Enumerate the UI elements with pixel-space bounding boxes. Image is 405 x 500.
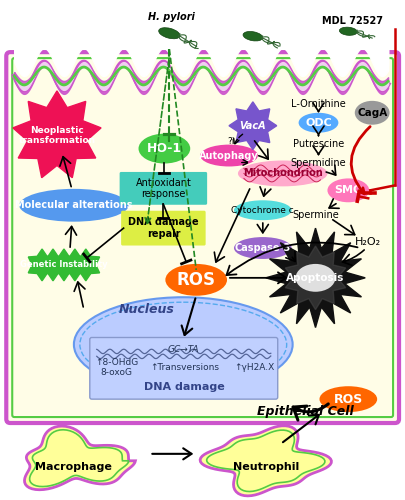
- FancyBboxPatch shape: [119, 172, 207, 205]
- Text: Spermidine: Spermidine: [291, 158, 346, 168]
- Text: GC→TA: GC→TA: [168, 345, 199, 354]
- Text: Autophagy: Autophagy: [199, 150, 259, 160]
- Text: DNA damage: DNA damage: [144, 382, 225, 392]
- Text: Mitochondrion: Mitochondrion: [243, 168, 322, 178]
- FancyBboxPatch shape: [6, 52, 399, 423]
- Polygon shape: [229, 102, 277, 150]
- Polygon shape: [28, 249, 56, 281]
- Text: ↑8-OHdG
8-oxoG: ↑8-OHdG 8-oxoG: [95, 358, 138, 377]
- Text: Neoplastic
transformation: Neoplastic transformation: [18, 126, 96, 146]
- Text: ↑Transversions: ↑Transversions: [150, 363, 219, 372]
- Text: Epithelial Cell: Epithelial Cell: [257, 404, 354, 417]
- Ellipse shape: [74, 297, 293, 392]
- Ellipse shape: [234, 200, 292, 220]
- Text: Cytochrome c: Cytochrome c: [231, 206, 294, 214]
- Ellipse shape: [238, 160, 327, 186]
- Polygon shape: [39, 249, 67, 281]
- Ellipse shape: [234, 237, 292, 259]
- FancyBboxPatch shape: [121, 210, 206, 246]
- Text: MDL 72527: MDL 72527: [322, 16, 383, 26]
- Ellipse shape: [339, 27, 357, 36]
- Text: HO-1: HO-1: [147, 142, 182, 155]
- Ellipse shape: [298, 113, 339, 132]
- Polygon shape: [285, 246, 346, 310]
- Text: L-Ornithine: L-Ornithine: [291, 99, 346, 109]
- Text: Macrophage: Macrophage: [36, 462, 112, 472]
- Ellipse shape: [355, 101, 390, 124]
- Text: Spermine: Spermine: [292, 210, 339, 220]
- Text: ?i: ?i: [227, 136, 234, 145]
- Text: ↑γH2A.X: ↑γH2A.X: [234, 363, 274, 372]
- Polygon shape: [13, 91, 101, 178]
- FancyBboxPatch shape: [90, 338, 278, 399]
- Text: Putrescine: Putrescine: [293, 138, 344, 148]
- Polygon shape: [50, 249, 78, 281]
- Text: H₂O₂: H₂O₂: [355, 237, 381, 247]
- Text: Molecular alterations: Molecular alterations: [15, 200, 133, 210]
- Text: H. pylori: H. pylori: [148, 12, 195, 22]
- Text: Caspase-3: Caspase-3: [234, 243, 291, 253]
- Polygon shape: [61, 249, 89, 281]
- Text: Apoptosis: Apoptosis: [286, 273, 345, 283]
- Text: SMO: SMO: [334, 186, 362, 196]
- Ellipse shape: [243, 32, 263, 41]
- Text: CagA: CagA: [357, 108, 387, 118]
- Ellipse shape: [296, 264, 335, 292]
- Text: Antioxidant
response: Antioxidant response: [135, 178, 191, 199]
- Text: DNA damage
repair: DNA damage repair: [128, 218, 199, 239]
- Text: VacA: VacA: [239, 120, 266, 130]
- Ellipse shape: [139, 134, 190, 164]
- Text: Genetic Instability: Genetic Instability: [20, 260, 108, 270]
- Polygon shape: [72, 249, 100, 281]
- Ellipse shape: [320, 386, 377, 412]
- Text: ROS: ROS: [177, 271, 216, 289]
- Polygon shape: [24, 426, 135, 490]
- Polygon shape: [200, 426, 331, 496]
- Polygon shape: [266, 228, 365, 328]
- Ellipse shape: [165, 264, 227, 296]
- Text: ROS: ROS: [334, 392, 363, 406]
- Text: ODC: ODC: [305, 118, 332, 128]
- Text: Nucleus: Nucleus: [119, 303, 175, 316]
- Ellipse shape: [19, 189, 128, 222]
- Text: Neutrophil: Neutrophil: [232, 462, 299, 472]
- Ellipse shape: [327, 178, 369, 203]
- Ellipse shape: [200, 144, 258, 167]
- Ellipse shape: [159, 28, 180, 39]
